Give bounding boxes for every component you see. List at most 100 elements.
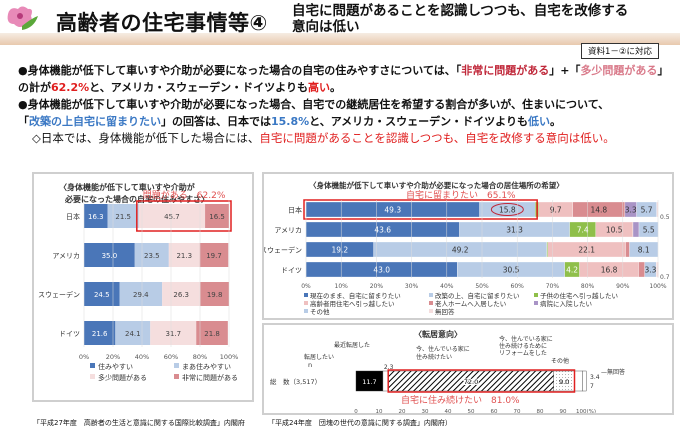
emphasis-text: 自宅に問題があることを認識しつつも、自宅を改修する意向は低い。 <box>259 131 615 145</box>
data-label: 31.3 <box>506 226 523 235</box>
relocation-intent-chart-panel: 〈転居意向〉総 数（3,517） n 11.7 72.0 9.0 2.3 3.4 7 転居したい… <box>262 323 674 415</box>
data-label: 72.0 <box>464 378 478 386</box>
page-header: 高齢者の住宅事情等④ 自宅に問題があることを認識しつつも、自宅を改修する 意向は… <box>0 0 680 46</box>
bar-segment <box>574 370 583 392</box>
emphasis-text: 15.8% <box>271 115 310 128</box>
data-label: 29.4 <box>133 291 149 299</box>
data-label: 0.5 <box>660 214 670 221</box>
callout-label: リフォームをした <box>499 350 547 357</box>
text: 」+「 <box>549 64 581 77</box>
bar-segment <box>382 370 389 392</box>
legend-label: 改築の上、自宅に留まりたい <box>435 291 520 300</box>
legend-swatch <box>429 293 433 297</box>
page-subtitle: 自宅に問題があることを認識しつつも、自宅を改修する 意向は低い <box>292 3 652 35</box>
x-tick-label: 60% <box>511 283 525 290</box>
text: ●身体機能が低下して車いすや介助が必要になった場合、自宅での継続居住を希望する割… <box>18 98 610 111</box>
x-tick-label: 60 <box>491 409 498 413</box>
legend-label: まあ住みやすい <box>182 362 231 371</box>
summary-bullets: ●身体機能が低下して車いすや介助が必要になった場合の自宅の住みやすさについては、… <box>18 62 668 147</box>
bar-segment <box>168 243 200 267</box>
x-tick-label: 20 <box>399 409 406 413</box>
data-label: 23.5 <box>144 252 160 260</box>
data-label: 24.5 <box>94 291 110 299</box>
x-tick-label: 90 <box>560 409 567 413</box>
emphasis-text: 非常に問題がある <box>461 64 550 77</box>
x-tick-label: 80% <box>581 283 595 290</box>
x-tick-label: 30 <box>422 409 429 413</box>
data-label: 3.4 <box>590 374 600 381</box>
legend-swatch <box>304 293 308 297</box>
reference-tag: 資料1－②に対応 <box>581 43 660 59</box>
n-label: n <box>308 361 312 369</box>
data-label: 16.8 <box>601 266 618 275</box>
data-label: 11.7 <box>362 378 376 386</box>
data-label: 14.8 <box>591 206 608 215</box>
legend-label: 子供の住宅へ引っ越したい <box>540 291 618 300</box>
data-label: 16.3 <box>88 213 104 221</box>
data-label: 5.7 <box>641 206 653 215</box>
category-label: スウェーデン <box>264 246 302 255</box>
chart-title-line-1: 〈身体機能が低下して車いすや介助が <box>59 182 196 192</box>
bar-segment <box>625 241 630 258</box>
data-label: 31.7 <box>165 330 181 338</box>
data-label: 19.2 <box>331 246 348 255</box>
residence-preference-chart: 〈身体機能が低下して車いすや介助が必要になった場合の居住場所の希望〉日本 49.3… <box>260 180 670 316</box>
data-label: 7 <box>590 383 594 390</box>
subtitle-line-2: 意向は低い <box>292 19 360 35</box>
category-label: スウェーデン <box>38 290 80 299</box>
data-label: 45.7 <box>164 213 180 221</box>
source-note-2: 「平成24年度 団塊の世代の意識に関する調査」内閣府） <box>268 419 452 427</box>
category-label: アメリカ <box>52 252 80 260</box>
chart-title: 〈身体機能が低下して車いすや介助が必要になった場合の居住場所の希望〉 <box>309 180 564 190</box>
x-tick-label: 100(%) <box>576 409 596 413</box>
x-tick-label: 10% <box>335 283 349 290</box>
legend-label: 無回答 <box>435 307 455 316</box>
data-label: 2.3 <box>384 364 394 371</box>
highlight-box <box>387 369 576 393</box>
data-label: 30.5 <box>503 266 520 275</box>
text: と、アメリカ・スウェーデン・ドイツよりも <box>309 115 528 128</box>
x-tick-label: 100% <box>220 353 239 361</box>
legend-swatch <box>429 301 433 305</box>
text: 。 <box>329 81 341 94</box>
bar-segment <box>115 321 151 345</box>
x-tick-label: 20% <box>370 283 384 290</box>
bar-segment <box>84 243 135 267</box>
category-label: アメリカ <box>274 227 302 235</box>
legend-swatch <box>304 309 308 313</box>
data-label: 19.8 <box>207 291 223 299</box>
bar-segment <box>656 261 659 278</box>
category-label: ドイツ <box>59 330 80 338</box>
legend-label: 病院に入院したい <box>540 299 592 308</box>
relocation-intent-chart: 〈転居意向〉総 数（3,517） n 11.7 72.0 9.0 2.3 3.4 7 転居したい… <box>270 329 625 415</box>
bullet-2: ●身体機能が低下して車いすや介助が必要になった場合、自宅での継続居住を希望する割… <box>18 96 668 130</box>
text: 」の回答は、日本では <box>161 115 271 128</box>
data-label: 3.3 <box>625 206 637 215</box>
callout-label: 今、住んでいる家に <box>499 335 553 343</box>
data-label: 49.3 <box>384 206 401 215</box>
data-label: 26.3 <box>173 291 189 299</box>
highlight-box <box>136 200 232 232</box>
data-label: 21.8 <box>204 330 220 338</box>
x-tick-label: 50 <box>468 409 475 413</box>
x-tick-label: 10 <box>376 409 383 413</box>
chart-title-line-2: 必要になった場合の自宅の住みやすさ〉 <box>64 194 209 204</box>
bar-segment <box>138 204 206 228</box>
x-tick-label: 40 <box>445 409 452 413</box>
x-tick-label: 40% <box>135 353 149 361</box>
x-tick-label: 80 <box>537 409 544 413</box>
text: と、アメリカ・スウェーデン・ドイツよりも <box>89 81 308 94</box>
callout-label: 転居したい <box>304 353 334 361</box>
x-tick-label: 50% <box>475 283 489 290</box>
livability-chart-panel: 〈身体機能が低下して車いすや介助が 必要になった場合の自宅の住みやすさ〉 日本 16.… <box>32 172 254 402</box>
data-label: 7.4 <box>577 226 589 235</box>
highlight-ellipse <box>490 203 524 216</box>
bullet-1: ●身体機能が低下して車いすや介助が必要になった場合の自宅の住みやすさについては、… <box>18 62 668 96</box>
bar-segment <box>582 370 587 392</box>
x-tick-label: 90% <box>616 283 630 290</box>
bar-segment <box>638 221 659 238</box>
legend-label: 老人ホームへ入居したい <box>435 299 506 308</box>
x-tick-label: 0 <box>354 409 358 413</box>
legend-label: 高齢者用住宅へ引っ越したい <box>310 299 395 308</box>
data-label: 21.5 <box>115 213 131 221</box>
